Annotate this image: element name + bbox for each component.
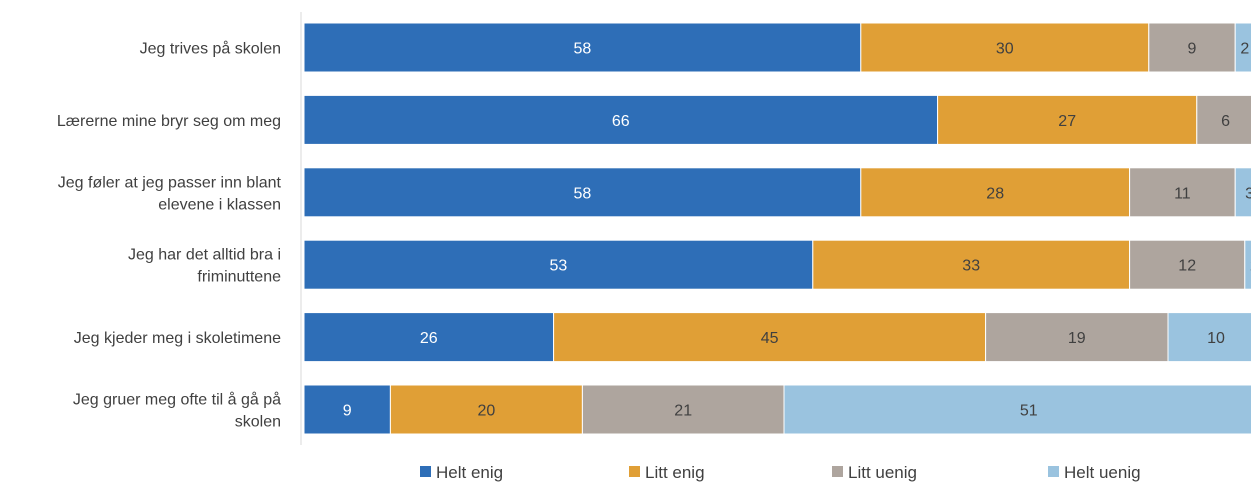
bar-segment bbox=[1244, 239, 1251, 290]
bar-segment bbox=[1148, 22, 1236, 73]
data-label: 66 bbox=[612, 113, 630, 130]
data-label: 27 bbox=[1058, 113, 1076, 130]
bars-layer: 5830926627615828113533312226451910920215… bbox=[303, 22, 1251, 435]
legend-label: Helt uenig bbox=[1064, 463, 1141, 482]
bar-segment bbox=[860, 167, 1131, 218]
data-label: 58 bbox=[574, 185, 592, 202]
bar-segment bbox=[553, 312, 987, 363]
data-label: 9 bbox=[343, 403, 352, 420]
legend-swatch bbox=[1048, 466, 1059, 477]
data-label: 30 bbox=[996, 41, 1014, 58]
category-label: Jeg trives på skolen bbox=[140, 40, 281, 58]
bar-segment bbox=[1234, 22, 1251, 73]
legend-swatch bbox=[832, 466, 843, 477]
bar-segment bbox=[303, 239, 814, 290]
legend-swatch bbox=[629, 466, 640, 477]
data-label: 12 bbox=[1178, 258, 1196, 275]
bar-segment bbox=[1196, 94, 1251, 145]
data-label: 21 bbox=[674, 403, 692, 420]
data-label: 2 bbox=[1240, 41, 1249, 58]
data-label: 3 bbox=[1245, 185, 1251, 202]
data-label: 11 bbox=[1174, 185, 1191, 202]
bar-segment bbox=[389, 384, 583, 435]
category-label: Jeg kjeder meg i skoletimene bbox=[74, 330, 281, 347]
bar-segment bbox=[303, 167, 862, 218]
data-label: 20 bbox=[478, 403, 496, 420]
legend-label: Litt enig bbox=[645, 463, 705, 482]
bar-segment bbox=[303, 384, 391, 435]
category-label: Jeg gruer meg ofte til å gå på skolen bbox=[73, 391, 281, 431]
category-labels: Jeg trives på skolen Lærerne mine bryr se… bbox=[57, 40, 282, 431]
category-label: Jeg føler at jeg passer inn blant elevene… bbox=[58, 174, 282, 213]
data-label: 45 bbox=[761, 330, 779, 347]
legend-swatch bbox=[420, 466, 431, 477]
bar-segment bbox=[303, 312, 555, 363]
category-label: Jeg har det alltid bra i friminuttene bbox=[128, 247, 281, 286]
bar-segment bbox=[303, 94, 939, 145]
bar-segment bbox=[783, 384, 1251, 435]
legend-label: Helt enig bbox=[436, 463, 503, 482]
data-label: 2 bbox=[1250, 258, 1251, 275]
bar-segment bbox=[581, 384, 785, 435]
legend: Helt enig Litt enig Litt uenig Helt uenig bbox=[420, 463, 1141, 482]
data-label: 58 bbox=[574, 41, 592, 58]
data-label: 9 bbox=[1188, 41, 1197, 58]
data-label: 51 bbox=[1020, 403, 1038, 420]
bar-segment bbox=[985, 312, 1169, 363]
bar-segment bbox=[812, 239, 1131, 290]
data-label: 6 bbox=[1221, 113, 1230, 130]
data-label: 26 bbox=[420, 330, 438, 347]
data-label: 10 bbox=[1207, 330, 1225, 347]
bar-segment bbox=[1129, 239, 1246, 290]
bar-segment bbox=[1167, 312, 1251, 363]
data-label: 28 bbox=[986, 185, 1004, 202]
data-label: 19 bbox=[1068, 330, 1086, 347]
bar-segment bbox=[860, 22, 1150, 73]
data-label: 33 bbox=[962, 258, 980, 275]
bar-segment bbox=[303, 22, 862, 73]
category-label: Lærerne mine bryr seg om meg bbox=[57, 113, 281, 130]
bar-segment bbox=[1234, 167, 1251, 218]
bar-segment bbox=[1129, 167, 1236, 218]
legend-label: Litt uenig bbox=[848, 463, 917, 482]
data-label: 53 bbox=[550, 258, 568, 275]
